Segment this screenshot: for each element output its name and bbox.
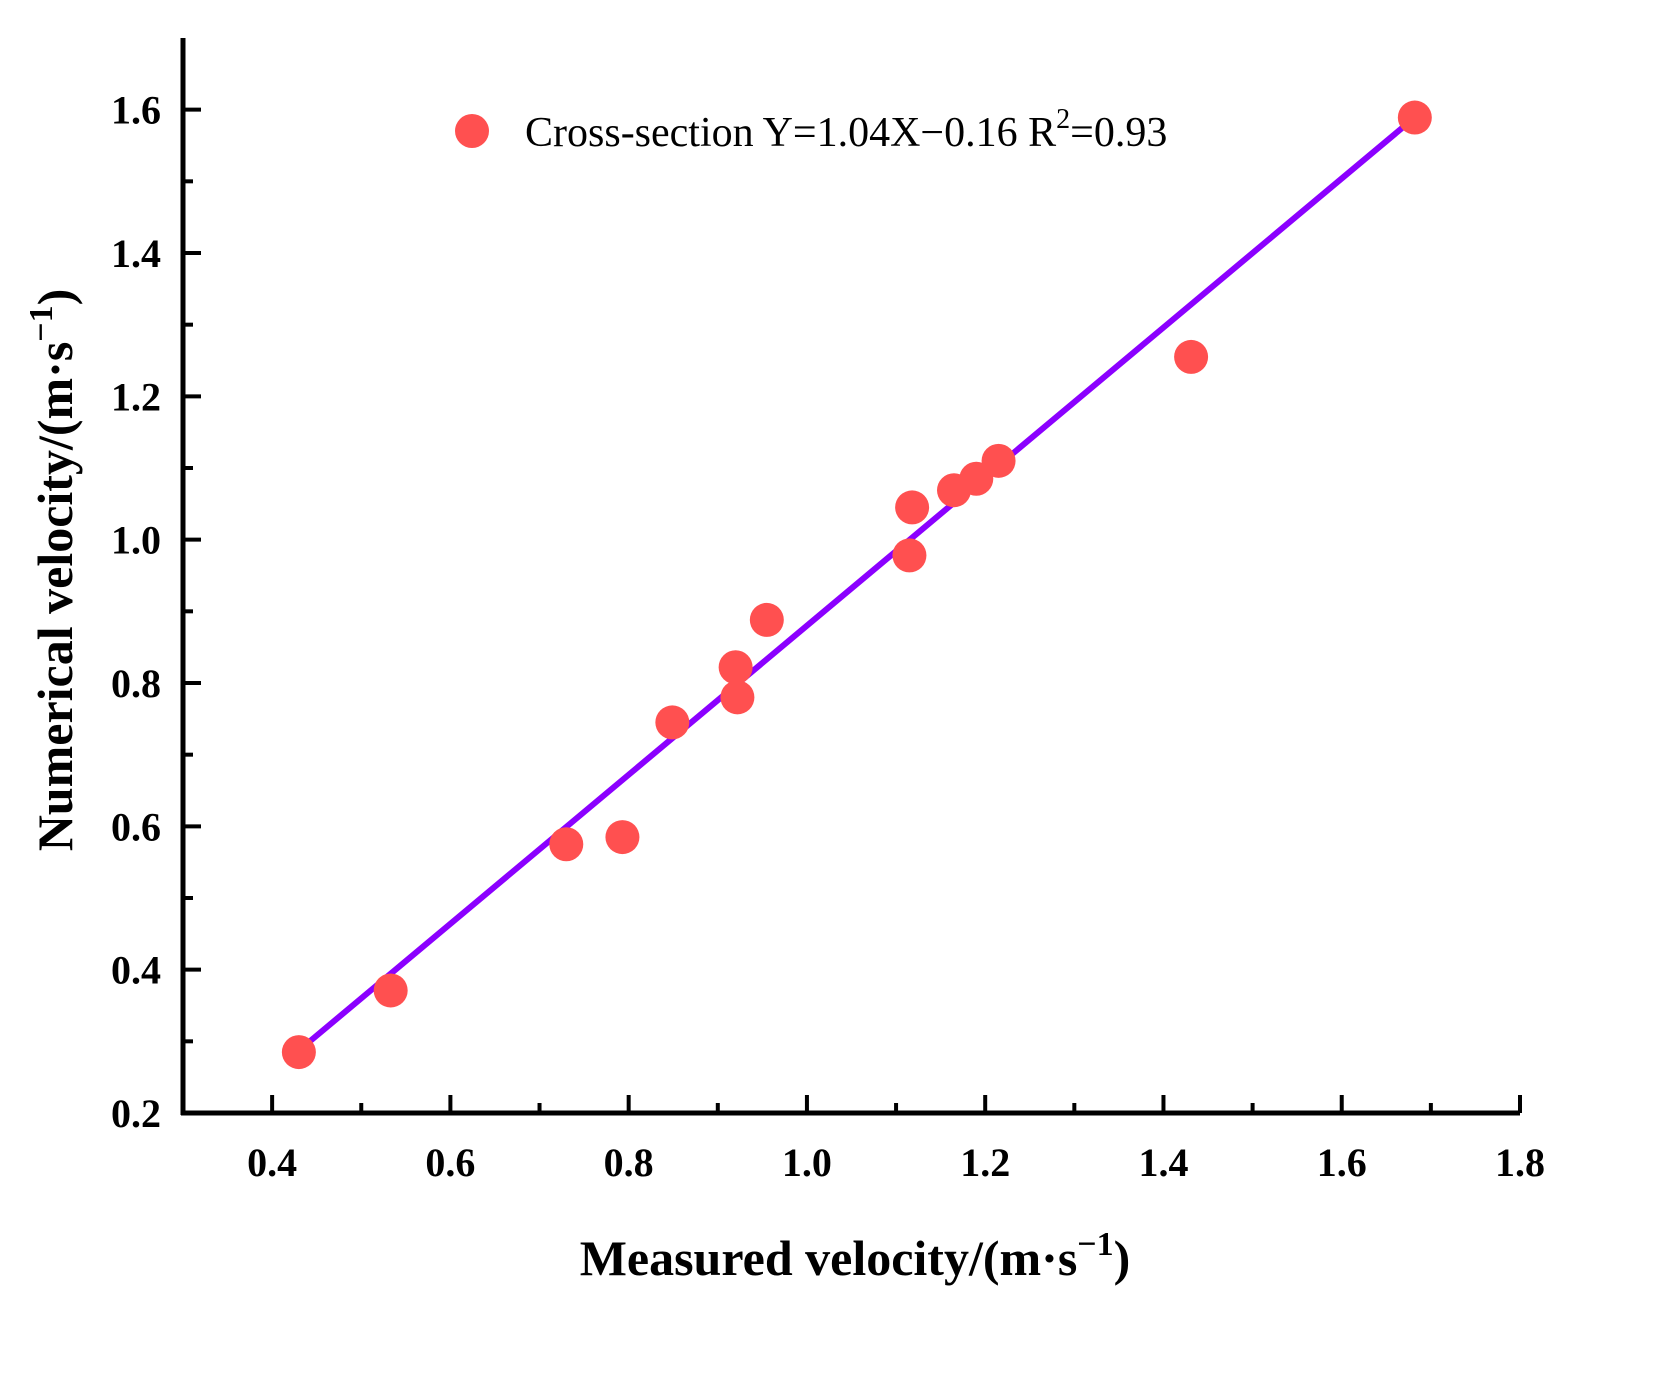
fit-line-group bbox=[295, 115, 1417, 1054]
data-point bbox=[749, 602, 784, 637]
y-tick-label: 1.6 bbox=[111, 88, 161, 133]
y-tick-label: 1.2 bbox=[111, 374, 161, 419]
fit-line bbox=[295, 115, 1417, 1054]
data-point bbox=[720, 680, 755, 715]
data-point bbox=[549, 827, 584, 862]
data-point bbox=[281, 1035, 316, 1070]
data-point bbox=[895, 490, 930, 525]
data-point bbox=[718, 650, 753, 685]
data-point bbox=[981, 443, 1016, 478]
y-axis-label: Numerical velocity/(m·s−1) bbox=[23, 289, 83, 852]
y-tick-label: 0.6 bbox=[111, 804, 161, 849]
y-tick-label: 0.8 bbox=[111, 661, 161, 706]
y-tick-label: 0.2 bbox=[111, 1091, 161, 1136]
x-tick-label: 1.8 bbox=[1495, 1140, 1545, 1185]
x-tick-label: 0.6 bbox=[425, 1140, 475, 1185]
y-tick-label: 1.4 bbox=[111, 231, 161, 276]
x-tick-label: 1.4 bbox=[1138, 1140, 1188, 1185]
data-point bbox=[1174, 339, 1209, 374]
data-point bbox=[655, 705, 690, 740]
y-tick-label: 0.4 bbox=[111, 948, 161, 993]
axes: 0.4 0.6 0.8 1.0 1.2 1.4 1.6 1.8 0.2 0.4 0.6 0.8 1.0 1… bbox=[111, 38, 1545, 1185]
legend-label: Cross-section Y=1.04X−0.16 R2=0.93 bbox=[525, 104, 1167, 156]
data-point bbox=[605, 820, 640, 855]
data-point bbox=[892, 538, 927, 573]
legend: Cross-section Y=1.04X−0.16 R2=0.93 bbox=[455, 104, 1167, 156]
data-point bbox=[1397, 100, 1432, 135]
x-tick-label: 1.0 bbox=[782, 1140, 832, 1185]
x-tick-label: 1.2 bbox=[960, 1140, 1010, 1185]
data-point bbox=[373, 973, 408, 1008]
legend-marker bbox=[455, 114, 489, 148]
x-tick-label: 0.8 bbox=[604, 1140, 654, 1185]
data-points bbox=[281, 100, 1432, 1070]
x-axis-label: Measured velocity/(m·s−1) bbox=[580, 1226, 1131, 1286]
y-tick-label: 1.0 bbox=[111, 518, 161, 563]
x-tick-label: 1.6 bbox=[1317, 1140, 1367, 1185]
x-tick-label: 0.4 bbox=[247, 1140, 297, 1185]
